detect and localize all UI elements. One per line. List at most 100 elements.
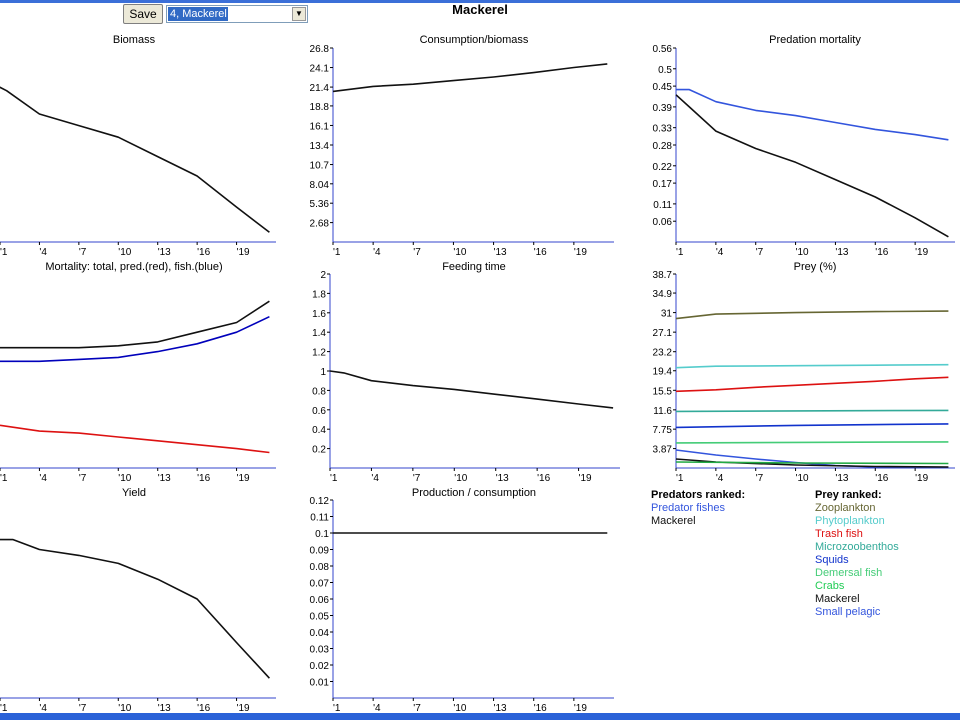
x-tick-label: '4 bbox=[716, 247, 724, 258]
y-tick-label: 1 bbox=[320, 367, 326, 378]
chart-title: Production / consumption bbox=[412, 487, 536, 499]
x-tick-label: '1 bbox=[0, 247, 8, 258]
chart-title: Predation mortality bbox=[769, 34, 861, 46]
x-tick-label: '1 bbox=[0, 473, 8, 484]
x-tick-label: '7 bbox=[79, 703, 87, 714]
x-tick-label: '4 bbox=[39, 247, 47, 258]
y-tick-label: 0.56 bbox=[653, 44, 673, 55]
x-tick-label: '13 bbox=[158, 247, 171, 258]
predators-legend: Predators ranked: Predator fishes Mackere… bbox=[651, 489, 745, 528]
chart-title: Prey (%) bbox=[794, 261, 837, 273]
x-tick-label: '13 bbox=[835, 473, 848, 484]
x-tick-label: '7 bbox=[413, 247, 421, 258]
y-tick-label: 11.6 bbox=[653, 406, 672, 417]
y-tick-label: 1.8 bbox=[312, 289, 326, 300]
x-tick-label: '4 bbox=[716, 473, 724, 484]
x-tick-label: '4 bbox=[373, 247, 381, 258]
x-tick-label: '16 bbox=[534, 247, 547, 258]
prey-item: Microzoobenthos bbox=[815, 541, 899, 553]
y-tick-label: 0.05 bbox=[310, 612, 330, 623]
x-tick-label: '16 bbox=[534, 703, 547, 714]
series-line bbox=[675, 310, 949, 320]
y-tick-label: 24.1 bbox=[310, 64, 330, 75]
y-tick-label: 13.4 bbox=[310, 141, 330, 152]
y-tick-label: 7.75 bbox=[653, 425, 673, 436]
x-tick-label: '13 bbox=[494, 247, 507, 258]
x-tick-label: '19 bbox=[237, 473, 250, 484]
x-tick-label: '10 bbox=[796, 473, 809, 484]
y-tick-label: 0.28 bbox=[653, 141, 673, 152]
x-tick-label: '10 bbox=[118, 247, 131, 258]
y-tick-label: 31 bbox=[661, 309, 673, 320]
series-line bbox=[675, 363, 949, 369]
y-tick-label: 18.8 bbox=[310, 102, 330, 113]
series-line bbox=[675, 441, 949, 444]
x-tick-label: '4 bbox=[371, 473, 379, 484]
y-tick-label: 0.2 bbox=[312, 445, 326, 456]
prey-item: Mackerel bbox=[815, 593, 860, 605]
prey-item: Trash fish bbox=[815, 528, 863, 540]
y-tick-label: 0.08 bbox=[310, 562, 330, 573]
y-tick-label: 5.36 bbox=[310, 199, 330, 210]
group-select[interactable]: 4, Mackerel ▼ bbox=[166, 5, 308, 23]
x-tick-label: '7 bbox=[79, 247, 87, 258]
y-tick-label: 0.06 bbox=[653, 217, 673, 228]
y-tick-label: 0.06 bbox=[310, 595, 330, 606]
x-tick-label: '1 bbox=[676, 247, 684, 258]
y-tick-label: 0.1 bbox=[315, 529, 329, 540]
x-tick-label: '13 bbox=[158, 473, 171, 484]
y-tick-label: 0.22 bbox=[653, 162, 673, 173]
series-line bbox=[675, 94, 949, 238]
y-tick-label: 38.7 bbox=[653, 270, 673, 281]
series-line bbox=[0, 315, 270, 363]
x-tick-label: '19 bbox=[915, 473, 928, 484]
y-tick-label: 3.87 bbox=[653, 445, 673, 456]
window-top-border bbox=[0, 0, 960, 3]
y-tick-label: 2.68 bbox=[310, 219, 330, 230]
y-tick-label: 0.4 bbox=[312, 425, 326, 436]
y-tick-label: 26.8 bbox=[310, 44, 330, 55]
x-tick-label: '10 bbox=[453, 703, 466, 714]
x-tick-label: '16 bbox=[537, 473, 550, 484]
x-tick-label: '13 bbox=[494, 703, 507, 714]
x-tick-label: '7 bbox=[79, 473, 87, 484]
prey-item: Demersal fish bbox=[815, 567, 883, 579]
x-tick-label: '4 bbox=[39, 703, 47, 714]
x-tick-label: '1 bbox=[333, 703, 341, 714]
series-line bbox=[329, 370, 614, 409]
y-tick-label: 2 bbox=[320, 270, 326, 281]
chevron-down-icon[interactable]: ▼ bbox=[292, 7, 306, 21]
prey-item: Phytoplankton bbox=[815, 515, 885, 527]
x-tick-label: '7 bbox=[756, 473, 764, 484]
y-tick-label: 0.02 bbox=[310, 661, 330, 672]
y-tick-label: 19.4 bbox=[653, 367, 673, 378]
series-line bbox=[676, 88, 949, 141]
prey-item: Squids bbox=[815, 554, 849, 566]
x-tick-label: '10 bbox=[453, 247, 466, 258]
x-tick-label: '13 bbox=[158, 703, 171, 714]
save-button[interactable]: Save bbox=[123, 4, 163, 24]
series-line bbox=[0, 424, 270, 454]
y-tick-label: 0.6 bbox=[312, 406, 326, 417]
y-tick-label: 0.01 bbox=[310, 678, 330, 689]
x-tick-label: '19 bbox=[579, 473, 592, 484]
y-tick-label: 23.2 bbox=[653, 348, 673, 359]
series-line bbox=[675, 423, 949, 429]
y-tick-label: 21.4 bbox=[310, 83, 330, 94]
x-tick-label: '10 bbox=[118, 703, 131, 714]
prey-legend: Prey ranked: Zooplankton Phytoplankton Tra… bbox=[815, 489, 899, 619]
prey-legend-header: Prey ranked: bbox=[815, 489, 882, 501]
x-tick-label: '19 bbox=[237, 247, 250, 258]
y-tick-label: 0.12 bbox=[310, 496, 330, 507]
chart-title: Mortality: total, pred.(red), fish.(blue… bbox=[45, 261, 222, 273]
predator-item: Predator fishes bbox=[651, 502, 725, 514]
predators-legend-header: Predators ranked: bbox=[651, 489, 746, 501]
series-line bbox=[675, 409, 949, 413]
page-title: Mackerel bbox=[452, 2, 508, 17]
y-tick-label: 0.17 bbox=[653, 179, 673, 190]
y-tick-label: 0.09 bbox=[310, 546, 330, 557]
x-tick-label: '7 bbox=[413, 703, 421, 714]
x-tick-label: '13 bbox=[496, 473, 509, 484]
x-tick-label: '1 bbox=[0, 703, 8, 714]
